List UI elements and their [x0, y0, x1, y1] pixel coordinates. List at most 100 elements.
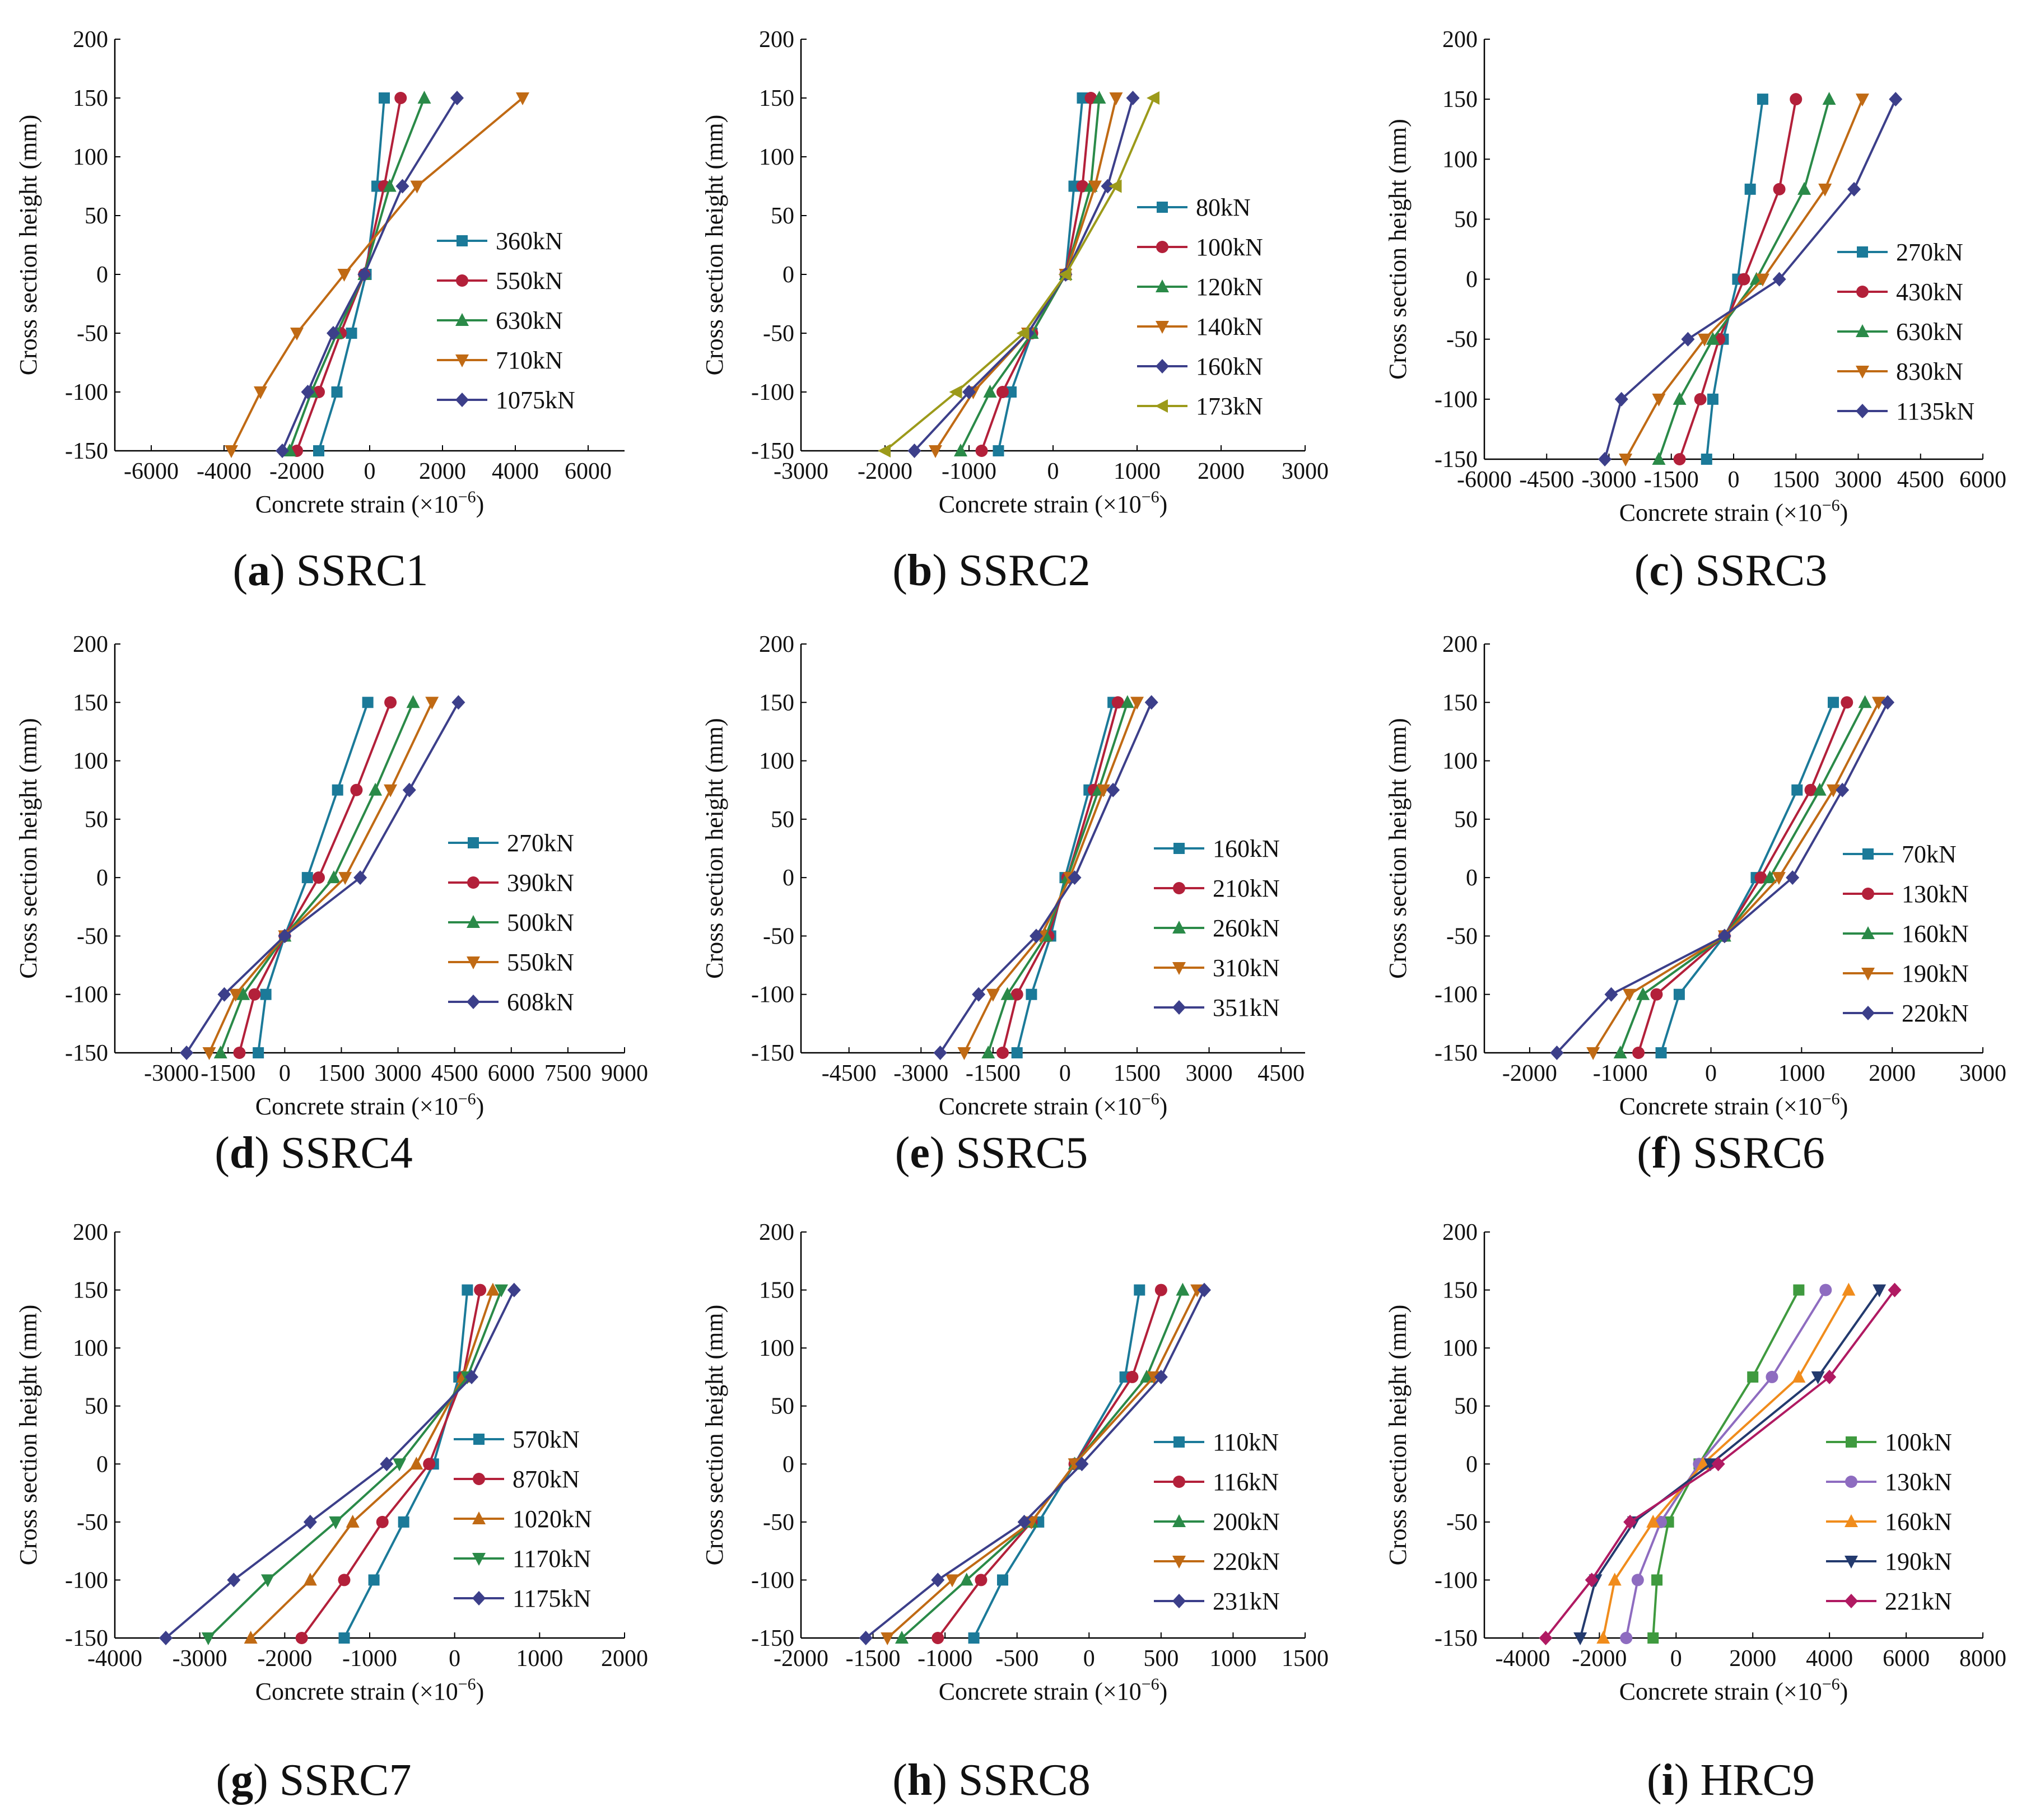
panel-caption: (h) SSRC8: [892, 1756, 1090, 1805]
y-tick-label: -150: [751, 1626, 794, 1651]
y-tick-label: -100: [751, 1567, 794, 1593]
x-tick-label: -500: [995, 1646, 1038, 1672]
y-tick-label: 100: [759, 144, 794, 170]
legend-label: 70kN: [1902, 841, 1957, 868]
caption-open-paren: (: [892, 546, 907, 595]
y-tick-label: 0: [783, 262, 794, 288]
caption-open-paren: (: [216, 1756, 231, 1805]
caption-letter: b: [907, 546, 933, 595]
y-tick-label: 100: [73, 1336, 108, 1361]
data-point-marker: [337, 269, 351, 282]
y-tick-label: 50: [1454, 1394, 1478, 1420]
x-axis-title-exponent: −6: [1822, 496, 1840, 515]
legend-marker: [1156, 321, 1169, 334]
legend-marker: [473, 1473, 485, 1485]
legend-item: 710kN: [437, 347, 563, 374]
x-axis-title-end: ): [1159, 1678, 1168, 1705]
y-tick-label: -150: [1434, 447, 1478, 473]
legend-marker: [468, 837, 479, 848]
data-point-marker: [159, 1631, 173, 1645]
data-point-marker: [1855, 94, 1869, 107]
data-point-marker: [1655, 1047, 1667, 1058]
x-tick-label: 0: [1047, 459, 1059, 484]
data-point-marker: [1026, 988, 1037, 1000]
y-tick-label: 100: [1442, 1336, 1478, 1361]
data-point-marker: [1550, 1046, 1564, 1060]
series-line: [1660, 702, 1834, 1053]
y-tick-label: 100: [1442, 147, 1478, 172]
x-axis-title-main: Concrete strain (×10: [255, 1093, 458, 1120]
x-tick-label: -2000: [858, 459, 912, 484]
x-tick-label: -1000: [917, 1646, 972, 1672]
data-point-marker: [1744, 183, 1756, 195]
x-tick-label: -3000: [774, 459, 828, 484]
legend-marker: [1856, 366, 1869, 379]
chart-panel-c: -150 -100 -50 0 50 100 150 200 -6000 -4500 -3000 -1…: [1384, 27, 2006, 595]
data-point-marker: [507, 1282, 521, 1298]
data-point-marker: [244, 1631, 258, 1644]
series-110kN: [968, 1284, 1145, 1644]
data-point-marker: [1858, 695, 1872, 708]
data-point-marker: [1030, 928, 1043, 944]
x-axis-title: Concrete strain (×10−6): [1619, 1675, 1848, 1705]
caption-close-paren: ): [270, 546, 296, 595]
x-tick-label: -2000: [774, 1646, 828, 1672]
x-axis-title-end: ): [476, 491, 485, 518]
caption-letter: c: [1649, 546, 1669, 595]
legend-marker: [1173, 882, 1185, 894]
series-line: [1604, 99, 1897, 460]
legend-item: 270kN: [1837, 239, 1963, 266]
legend-item: 390kN: [448, 869, 574, 897]
series-line: [250, 1289, 494, 1639]
x-axis-title-exponent: −6: [1822, 1090, 1840, 1108]
x-tick-label: -4500: [822, 1061, 877, 1086]
legend-marker: [1856, 324, 1869, 337]
data-point-marker: [201, 1632, 215, 1645]
data-point-marker: [329, 1516, 343, 1529]
legend-marker: [1172, 1594, 1186, 1608]
series-173kN: [878, 91, 1159, 458]
data-point-marker: [486, 1282, 500, 1296]
data-point-marker: [1811, 1371, 1825, 1384]
legend-label: 160kN: [1213, 835, 1280, 862]
y-tick-label: -50: [763, 321, 794, 347]
x-axis-title-end: ): [1159, 1093, 1168, 1120]
data-point-marker: [338, 1632, 350, 1644]
y-tick-label: 50: [85, 807, 108, 833]
data-point-marker: [1631, 1574, 1644, 1586]
data-point-marker: [384, 696, 397, 709]
chart-panel-e: -150 -100 -50 0 50 100 150 200 -4500 -3000 -1500 0 1…: [701, 632, 1305, 1178]
data-point-marker: [1873, 1284, 1887, 1298]
series-100kN: [1647, 1284, 1805, 1644]
data-point-marker: [1011, 1047, 1023, 1058]
data-point-marker: [1698, 333, 1712, 347]
series-line: [914, 97, 1134, 452]
legend-item: 220kN: [1843, 1000, 1969, 1027]
x-tick-label: 1500: [318, 1061, 365, 1086]
x-tick-label: 1500: [1282, 1646, 1329, 1672]
legend-marker: [1156, 241, 1168, 253]
x-tick-label: 2000: [419, 459, 466, 484]
data-point-marker: [346, 328, 357, 339]
x-tick-label: -3000: [144, 1061, 199, 1086]
x-axis-title-main: Concrete strain (×10: [1619, 1678, 1822, 1705]
data-point-marker: [1613, 1046, 1627, 1058]
legend-marker: [1172, 921, 1186, 934]
data-point-marker: [1847, 181, 1861, 197]
legend-item: 220kN: [1154, 1548, 1280, 1575]
data-point-marker: [236, 987, 250, 1000]
caption-letter: g: [231, 1756, 253, 1805]
x-axis-title-exponent: −6: [1822, 1675, 1840, 1693]
legend-marker: [1173, 1436, 1185, 1448]
data-point-marker: [954, 444, 967, 456]
data-point-marker: [338, 1574, 351, 1586]
series-351kN: [933, 695, 1158, 1060]
legend-item: 173kN: [1137, 393, 1263, 420]
data-point-marker: [1154, 1284, 1167, 1296]
panel-caption: (i) HRC9: [1647, 1756, 1815, 1805]
data-point-marker: [975, 445, 988, 457]
legend-marker: [455, 313, 469, 326]
data-point-marker: [933, 1046, 947, 1060]
series-1020kN: [244, 1282, 500, 1644]
data-point-marker: [383, 179, 397, 192]
